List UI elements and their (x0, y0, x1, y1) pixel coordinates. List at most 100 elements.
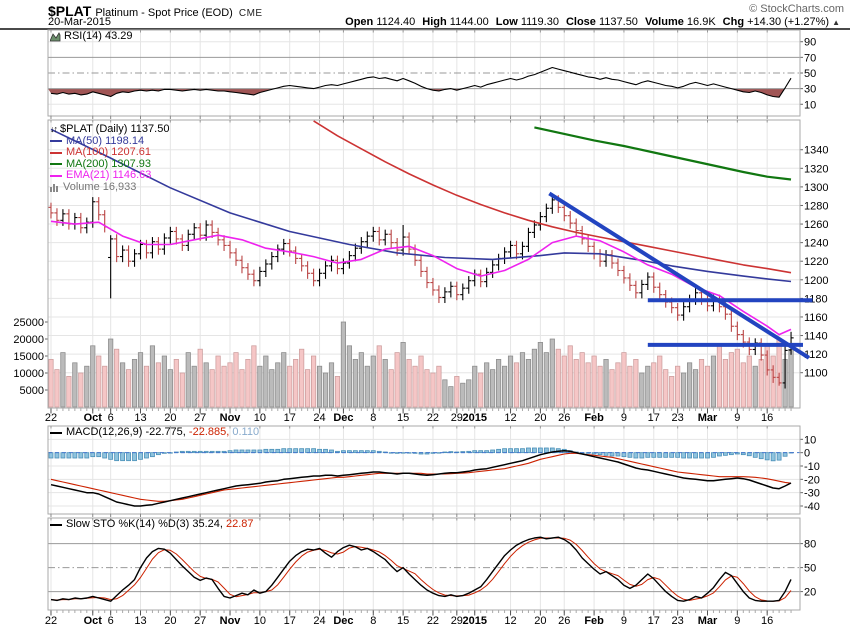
ohlc-bar (215, 227, 221, 246)
macd-histogram-bar (144, 452, 149, 459)
x-axis-label: 23 (672, 412, 684, 424)
ohlc-bar (466, 276, 472, 294)
macd-histogram-bar (323, 448, 328, 454)
rsi-indicator-icon (50, 31, 61, 42)
ohlc-bar (334, 255, 341, 275)
volume-bar (245, 359, 251, 408)
ohlc-field-value: 16.9K (683, 16, 716, 28)
volume-bar (698, 359, 705, 408)
macd-line-swatch (50, 431, 62, 434)
x-axis-label: 9 (621, 412, 627, 424)
x-axis-label: Oct (84, 615, 103, 627)
ohlc-bar (257, 266, 263, 287)
price-axis-label: 1200 (804, 275, 828, 287)
ma50-line (50, 128, 792, 283)
volume-bar (436, 365, 442, 408)
rsi-axis-label: 90 (804, 37, 816, 49)
volume-axis-label: 20000 (13, 334, 44, 346)
volume-bar (651, 362, 657, 408)
volume-bar (418, 355, 424, 408)
volume-bar (567, 345, 573, 408)
ohlc-bar (418, 255, 424, 278)
macd-histogram-bar (645, 452, 651, 458)
ohlc-bar (436, 285, 442, 304)
macd-histogram-bar (48, 452, 54, 459)
volume-bar (197, 348, 203, 408)
macd-histogram-bar (191, 450, 197, 454)
ohlc-bar (346, 250, 352, 269)
macd-histogram-bar (287, 448, 293, 454)
volume-bar (293, 359, 299, 408)
macd-signal-value: -22.885, (188, 426, 230, 438)
volume-bar (149, 345, 156, 408)
ohlc-bar (173, 226, 179, 245)
volume-bar (173, 359, 179, 408)
macd-histogram-bar (520, 448, 525, 454)
ohlc-bar (281, 238, 287, 255)
volume-bar (537, 342, 543, 408)
x-axis-label: 13 (134, 412, 146, 424)
x-axis-label: Dec (333, 615, 353, 627)
ohlc-bar (472, 269, 478, 287)
macd-histogram-bar (293, 448, 299, 454)
ema21-swatch (50, 174, 62, 177)
volume-bar (591, 355, 597, 408)
ohlc-summary: Open 1124.40 High 1144.00 Low 1119.30 Close… (338, 16, 840, 28)
macd-histogram-bar (197, 450, 203, 454)
macd-legend: MACD(12,26,9) -22.775, -22.885, 0.110 (50, 426, 259, 439)
volume-bar (131, 359, 138, 408)
ohlc-bar (209, 220, 215, 238)
rsi-oversold-fill (48, 88, 800, 98)
panel-border (47, 517, 801, 611)
ohlc-bar (149, 237, 156, 259)
volume-bar (161, 355, 167, 408)
volume-bar (376, 345, 382, 408)
volume-bar (490, 369, 496, 408)
ohlc-bar (579, 225, 585, 245)
macd-histogram-bar (699, 452, 704, 459)
rsi-axis-label: 70 (804, 52, 816, 64)
volume-bar (561, 355, 567, 408)
ohlc-bar (657, 282, 663, 301)
x-axis-label: 2015 (462, 615, 486, 627)
volume-bar (352, 359, 358, 408)
volume-bar (227, 362, 233, 408)
volume-bar (191, 365, 197, 408)
x-axis-label: Feb (584, 412, 604, 424)
volume-bar (788, 349, 794, 408)
ohlc-bar (782, 345, 788, 389)
ohlc-bar (340, 258, 347, 275)
macd-histogram-bar (681, 452, 687, 459)
macd-histogram-bar (239, 449, 245, 454)
x-axis-label: 8 (370, 412, 376, 424)
change-direction-icon: ▲ (832, 18, 840, 27)
ohlc-bar (686, 294, 693, 313)
x-axis-label: 10 (254, 412, 266, 424)
x-axis-label: 17 (284, 615, 296, 627)
ohlc-bar (603, 250, 609, 267)
macd-histogram-bar (651, 452, 657, 458)
ohlc-bar (227, 240, 233, 259)
volume-bar (758, 359, 764, 408)
volume-bar (621, 352, 627, 408)
ohlc-bar (621, 265, 627, 284)
macd-histogram-bar (126, 452, 131, 462)
x-axis-label: 20 (164, 412, 176, 424)
x-axis-label: 20 (534, 412, 546, 424)
volume-bar (746, 355, 752, 408)
price-axis-label: 1260 (804, 219, 828, 231)
ohlc-bar (197, 223, 203, 241)
x-axis-label: Oct (84, 412, 103, 424)
ohlc-bar (155, 237, 162, 255)
volume-bar (287, 365, 293, 408)
volume-bar (78, 372, 84, 408)
ma200-swatch (50, 163, 62, 166)
x-axis-label: Nov (220, 615, 242, 627)
ohlc-bar (728, 309, 734, 332)
price-axis-label: 1300 (804, 182, 828, 194)
volume-bar (675, 365, 681, 408)
x-axis-label: 26 (558, 412, 570, 424)
macd-histogram-bar (84, 452, 90, 459)
macd-histogram-bar (311, 448, 316, 454)
volume-bar (681, 372, 687, 408)
